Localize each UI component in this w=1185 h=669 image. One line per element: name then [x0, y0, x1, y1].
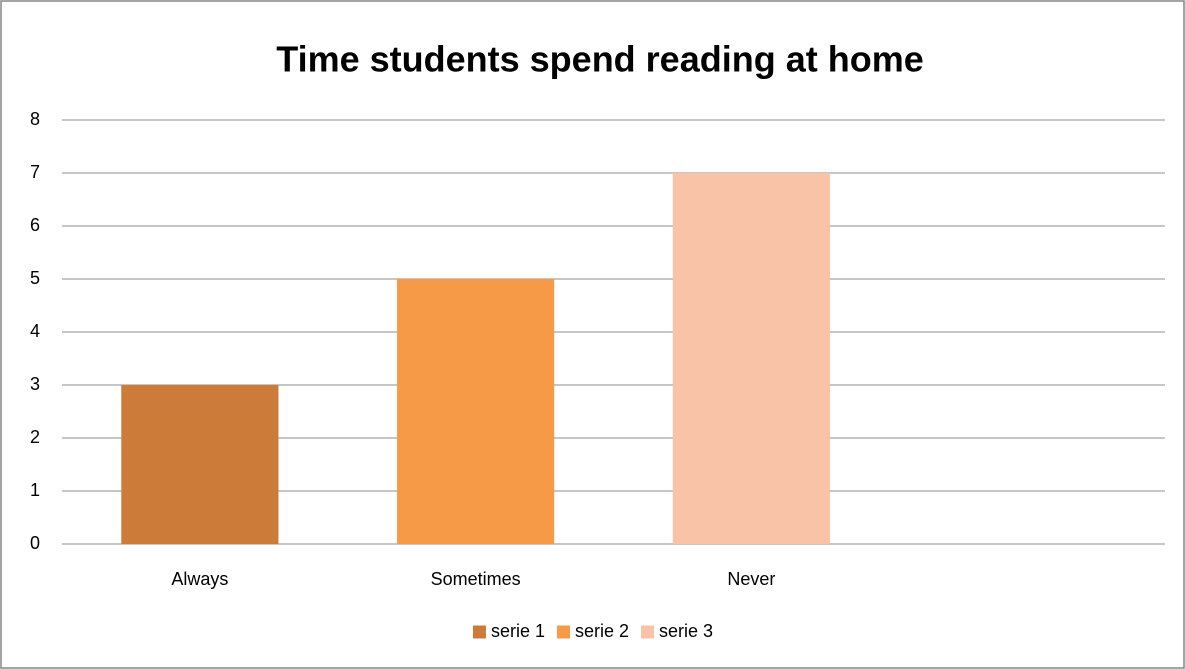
bar — [672, 173, 830, 544]
y-tick-label: 7 — [30, 162, 40, 182]
legend-label: serie 3 — [659, 621, 713, 641]
bar — [397, 279, 555, 544]
legend-swatch — [556, 625, 570, 639]
y-tick-label: 6 — [30, 215, 40, 235]
y-tick-label: 1 — [30, 480, 40, 500]
y-tick-label: 5 — [30, 268, 40, 288]
legend-label: serie 1 — [491, 621, 545, 641]
x-tick-label: Always — [171, 569, 228, 589]
legend-label: serie 2 — [575, 621, 629, 641]
y-tick-label: 2 — [30, 427, 40, 447]
legend-swatch — [641, 625, 655, 639]
chart-title: Time students spend reading at home — [276, 39, 923, 80]
y-tick-label: 0 — [30, 533, 40, 553]
y-tick-label: 8 — [30, 109, 40, 129]
legend-swatch — [472, 625, 486, 639]
x-tick-label: Sometimes — [431, 569, 521, 589]
y-tick-label: 3 — [30, 374, 40, 394]
bar — [121, 385, 279, 544]
y-tick-label: 4 — [30, 321, 40, 341]
x-tick-label: Never — [727, 569, 775, 589]
